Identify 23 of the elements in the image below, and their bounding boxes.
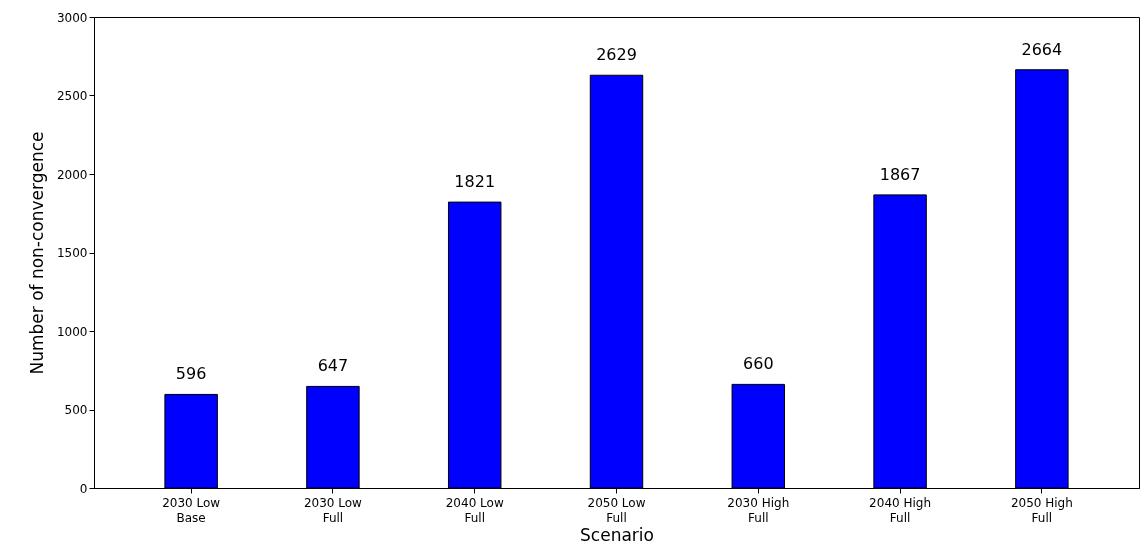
x-tick-label: 2040 High Full: [869, 495, 932, 525]
y-tick-label: 1500: [56, 246, 88, 260]
data-label: 596: [175, 364, 207, 384]
data-label: 647: [317, 356, 349, 376]
y-tick-label: 500: [64, 403, 88, 417]
data-label: 2664: [1021, 39, 1063, 59]
x-tick-label: 2030 Low Full: [303, 495, 363, 525]
y-axis-title: Number of non-convergence: [26, 131, 47, 375]
y-tick-label: 3000: [56, 10, 88, 25]
x-tick-label: 2050 Low Full: [587, 495, 646, 525]
x-axis-title: Scenario: [580, 524, 654, 545]
data-label: 1867: [879, 164, 921, 184]
x-tick-label: 2040 Low Full: [445, 495, 504, 525]
y-tick-label: 2500: [56, 89, 88, 103]
y-tick-label: 1000: [56, 324, 88, 339]
data-label: 1821: [454, 172, 496, 192]
x-tick-label: 2050 High Full: [1010, 495, 1073, 525]
y-tick-label: 2000: [56, 167, 88, 182]
data-label: 660: [743, 354, 774, 374]
data-label: 2629: [596, 45, 637, 65]
y-tick-label: 0: [79, 481, 88, 496]
x-tick-label: 2030 Low Base: [162, 495, 221, 525]
x-tick-label: 2030 High Full: [727, 495, 790, 525]
